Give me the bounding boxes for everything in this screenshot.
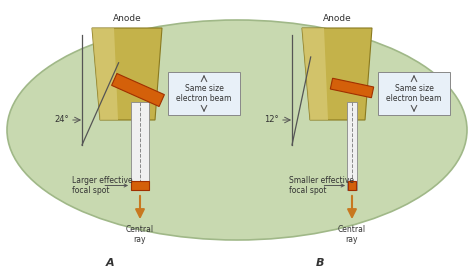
Text: B: B [316,258,324,268]
Text: Central
ray: Central ray [126,225,154,244]
Polygon shape [302,28,372,120]
Bar [131,181,149,190]
Text: Smaller effective
focal spot: Smaller effective focal spot [289,176,354,195]
Text: Anode: Anode [323,14,351,23]
Polygon shape [92,28,162,120]
Text: Same size
electron beam: Same size electron beam [386,84,442,103]
Text: Central
ray: Central ray [338,225,366,244]
Polygon shape [111,73,164,106]
Text: 24°: 24° [55,115,69,124]
Text: 12°: 12° [264,115,279,124]
Bar [168,72,240,115]
Polygon shape [92,28,118,120]
Polygon shape [330,78,374,98]
Text: Anode: Anode [113,14,141,23]
Bar [348,181,356,190]
Bar [378,72,450,115]
Bar [347,102,357,190]
Bar [131,102,149,190]
Polygon shape [302,28,328,120]
Text: Same size
electron beam: Same size electron beam [176,84,232,103]
Ellipse shape [7,20,467,240]
Text: Larger effective
focal spot: Larger effective focal spot [72,176,133,195]
Text: A: A [106,258,114,268]
